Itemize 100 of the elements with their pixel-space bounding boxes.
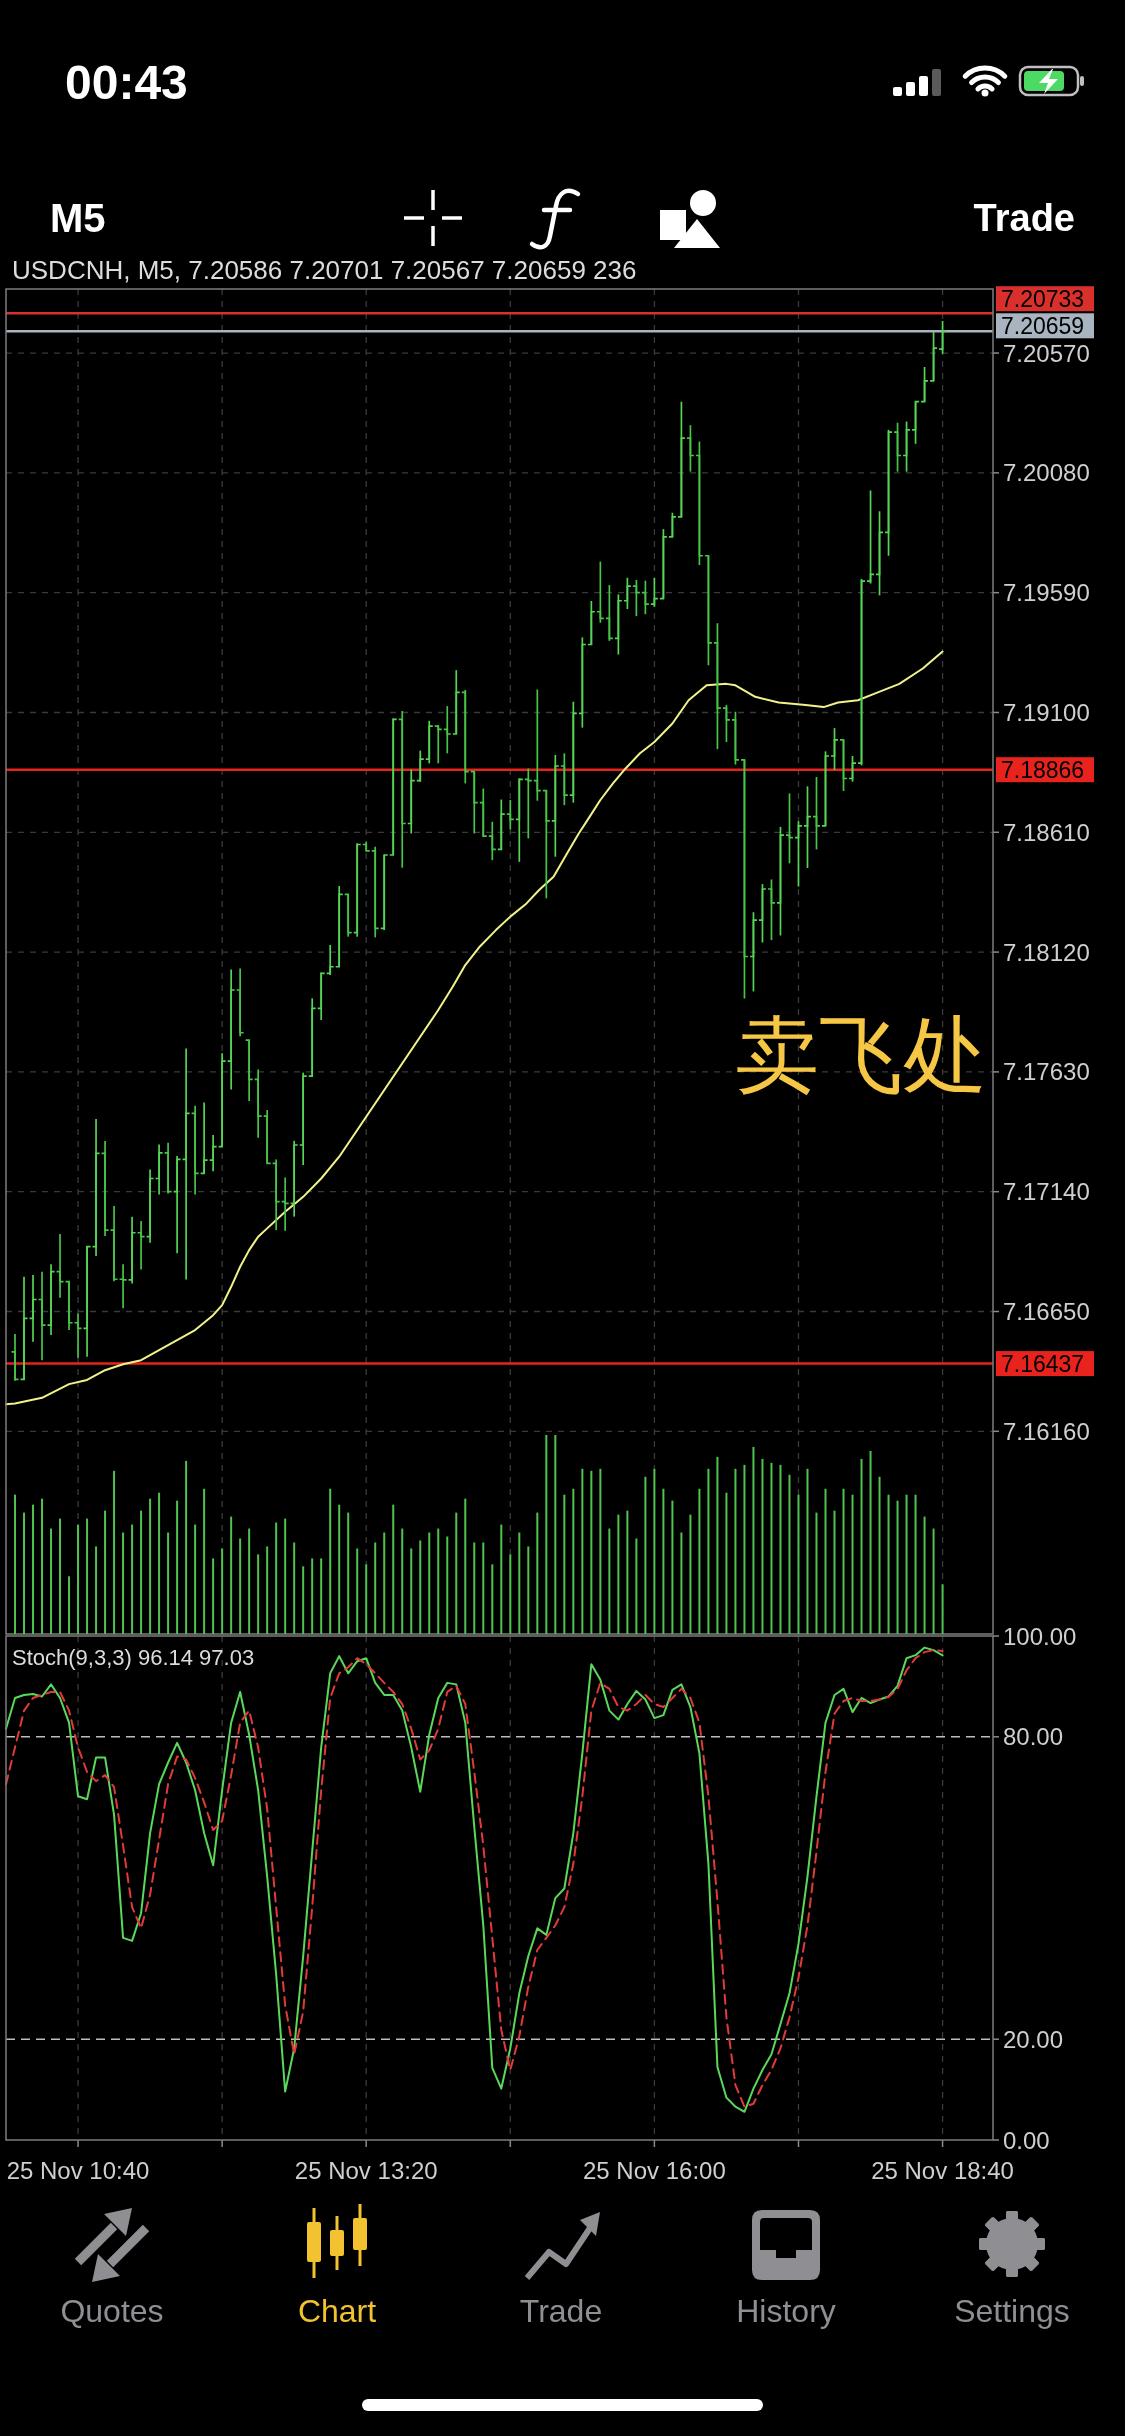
bar — [275, 1522, 278, 1634]
candlestick — [686, 424, 695, 473]
bar — [104, 1510, 107, 1634]
bar — [788, 1474, 791, 1634]
bar — [410, 1548, 413, 1634]
ref-line-label: 7.16437 — [1001, 1350, 1085, 1377]
candlestick — [343, 893, 353, 938]
bar — [338, 1504, 341, 1634]
bar — [446, 1536, 449, 1634]
y-tick-label: 7.19100 — [1003, 698, 1090, 726]
bar — [572, 1488, 575, 1634]
ref-line-label: 7.20659 — [1001, 312, 1085, 339]
bar — [581, 1468, 584, 1634]
y-tick-label: 7.18610 — [1003, 818, 1090, 846]
candlestick — [19, 1275, 29, 1381]
chart-title: USDCNH, M5, 7.20586 7.20701 7.20567 7.20659 236 — [12, 255, 637, 285]
candlestick — [559, 752, 569, 806]
y-tick-label: 100.00 — [1003, 1622, 1077, 1650]
bar — [698, 1488, 701, 1634]
bar — [302, 1566, 305, 1634]
bar — [635, 1538, 638, 1634]
bar — [221, 1548, 224, 1634]
candlestick — [911, 400, 920, 445]
bar — [149, 1498, 152, 1634]
candlestick — [73, 1312, 83, 1359]
candlestick — [82, 1245, 92, 1358]
bar — [356, 1548, 359, 1634]
candlestick — [469, 770, 479, 835]
bar — [194, 1524, 197, 1634]
candlestick — [424, 719, 434, 765]
bar — [932, 1528, 935, 1634]
candlestick — [262, 1109, 272, 1165]
candlestick — [451, 669, 461, 735]
candlestick — [523, 767, 533, 840]
y-tick-label: 0.00 — [1003, 2126, 1050, 2154]
bar — [545, 1435, 548, 1634]
candlestick — [136, 1220, 146, 1271]
annotation: 卖飞处 — [735, 1008, 987, 1102]
bar — [428, 1532, 431, 1634]
bar — [491, 1564, 494, 1634]
bar — [329, 1488, 332, 1634]
bar — [374, 1542, 377, 1634]
bar — [320, 1558, 323, 1634]
bar — [770, 1462, 773, 1634]
y-tick-label: 7.17630 — [1003, 1058, 1090, 1086]
y-tick-label: 20.00 — [1003, 2025, 1064, 2053]
candlestick — [244, 1039, 254, 1102]
bar — [140, 1510, 143, 1634]
candlestick — [199, 1101, 209, 1175]
candlestick — [839, 739, 848, 792]
candlestick — [857, 578, 866, 767]
candlestick — [920, 366, 929, 403]
candlestick — [578, 636, 587, 729]
candlestick — [460, 689, 470, 785]
bar — [14, 1494, 17, 1634]
ref-line-label: 7.20733 — [1001, 285, 1085, 312]
candlestick — [505, 799, 515, 831]
bar — [68, 1576, 71, 1634]
candlestick — [190, 1104, 200, 1196]
bar — [437, 1528, 440, 1634]
y-tick-label: 80.00 — [1003, 1723, 1064, 1751]
bar — [941, 1584, 944, 1634]
candlestick — [668, 511, 677, 538]
candlestick — [127, 1215, 137, 1285]
text: 00:43 — [65, 55, 188, 109]
candlestick — [659, 528, 668, 600]
bar — [500, 1524, 503, 1634]
bar — [383, 1532, 386, 1634]
candlestick — [388, 717, 398, 856]
y-tick-label: 7.18120 — [1003, 938, 1090, 966]
chart-title: Stoch(9,3,3) 96.14 97.03 — [12, 1644, 255, 1670]
bar — [734, 1468, 737, 1634]
candlestick — [677, 400, 686, 518]
bar — [50, 1528, 53, 1634]
candlestick — [235, 967, 245, 1038]
bar — [122, 1532, 125, 1634]
candlestick — [352, 842, 362, 938]
candlestick — [794, 820, 803, 888]
bar — [293, 1542, 296, 1634]
candlestick — [289, 1139, 299, 1218]
candlestick — [334, 885, 344, 968]
candlestick — [704, 554, 713, 667]
candlestick — [100, 1140, 110, 1237]
bar — [527, 1546, 530, 1634]
bar — [266, 1546, 269, 1634]
candlestick — [514, 777, 524, 863]
candlestick — [722, 704, 731, 743]
candlestick — [848, 755, 857, 783]
bar — [239, 1538, 242, 1634]
bar — [833, 1510, 836, 1634]
x-tick-label: 25 Nov 18:40 — [871, 2156, 1014, 2184]
bar — [644, 1476, 647, 1634]
bar — [158, 1492, 161, 1634]
candlestick — [415, 749, 425, 783]
y-tick-label: 7.17140 — [1003, 1178, 1090, 1206]
x-tick-label: 25 Nov 10:40 — [6, 2156, 150, 2184]
candlestick — [271, 1158, 281, 1231]
bar — [716, 1456, 719, 1634]
x-tick-label: 25 Nov 16:00 — [583, 2156, 726, 2184]
bar — [59, 1518, 62, 1634]
